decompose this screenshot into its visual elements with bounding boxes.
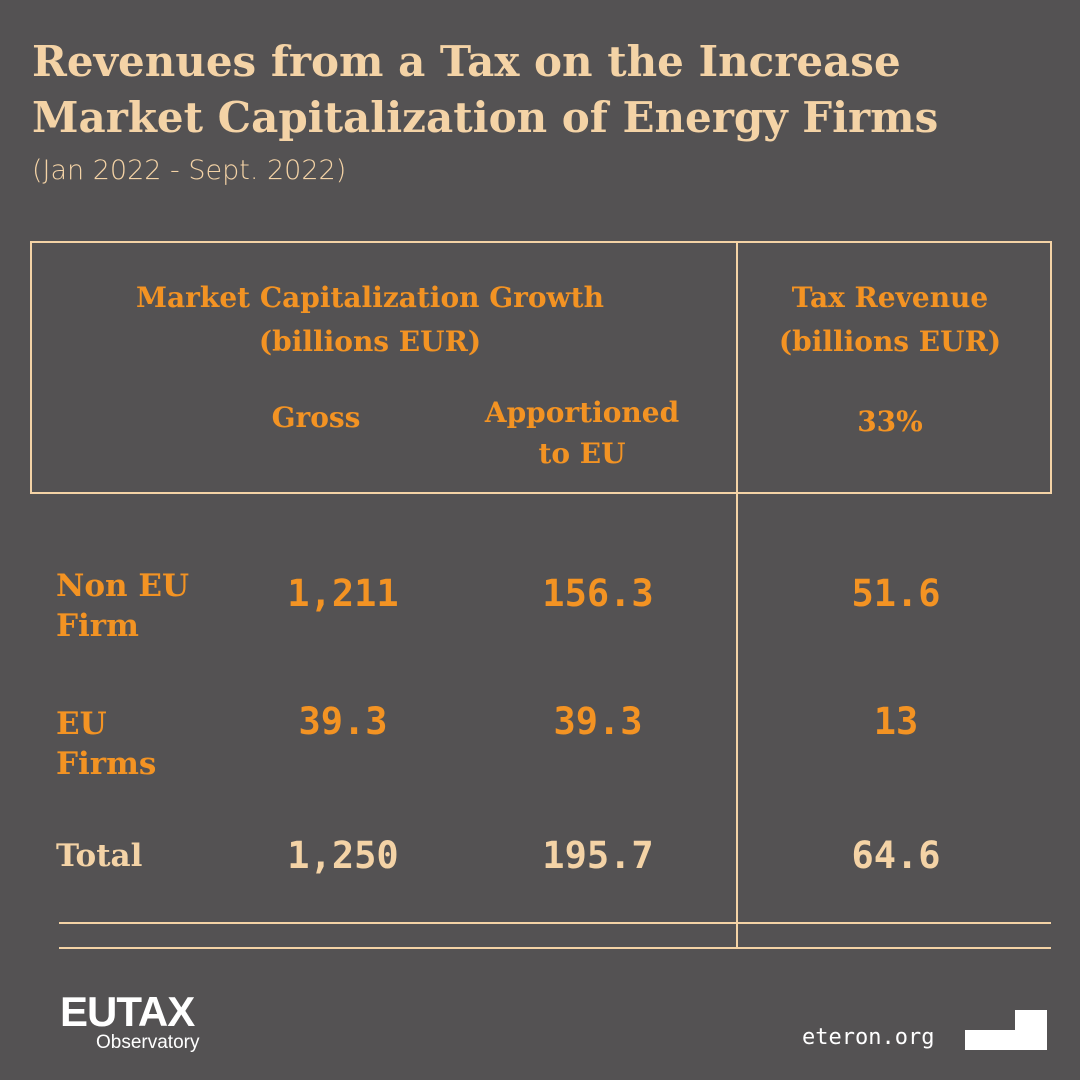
title-line: Revenues from a Tax on the Increase [32,37,901,86]
row-label-text: Non EU [56,568,190,604]
table-header-box [30,241,1052,494]
header-market-cap: Market Capitalization Growth (billions EU… [60,276,680,364]
cell-apportioned: 39.3 [553,700,643,743]
page-title: Revenues from a Tax on the Increase Marke… [32,34,938,146]
column-divider [736,241,738,949]
cell-tax: 51.6 [851,572,941,615]
divider-line [59,947,1051,949]
header-text: Tax Revenue [791,281,989,314]
row-label-text: EU [56,706,107,742]
cell-apportioned-total: 195.7 [542,834,654,877]
header-apportioned: Apportioned to EU [462,392,702,474]
header-text: (billions EUR) [778,325,1002,358]
row-label-text: Firm [56,608,139,644]
title-line: Market Capitalization of Energy Firms [32,93,939,142]
eutax-logo: EUTAX [60,988,195,1035]
eteron-logo-icon [965,1010,1047,1050]
logo-subtitle: Observatory [96,1032,200,1053]
subtitle: (Jan 2022 - Sept. 2022) [32,155,347,186]
header-rate: 33% [857,405,923,438]
cell-gross-total: 1,250 [287,834,399,877]
row-label-text: Firms [56,746,157,782]
divider-line [59,922,1051,924]
row-label: EU Firms [56,704,156,784]
cell-gross: 1,211 [287,572,399,615]
row-label-total: Total [56,838,143,874]
header-tax-revenue: Tax Revenue (billions EUR) [740,276,1040,364]
header-text: Market Capitalization Growth [136,281,604,314]
header-text: to EU [538,437,626,470]
row-label: Non EU Firm [56,566,189,646]
cell-tax: 13 [873,700,919,743]
source-url: eteron.org [802,1025,935,1050]
header-text: (billions EUR) [258,325,482,358]
cell-tax-total: 64.6 [851,834,941,877]
header-gross: Gross [271,401,361,434]
header-text: Apportioned [484,396,680,429]
cell-apportioned: 156.3 [542,572,654,615]
cell-gross: 39.3 [298,700,388,743]
